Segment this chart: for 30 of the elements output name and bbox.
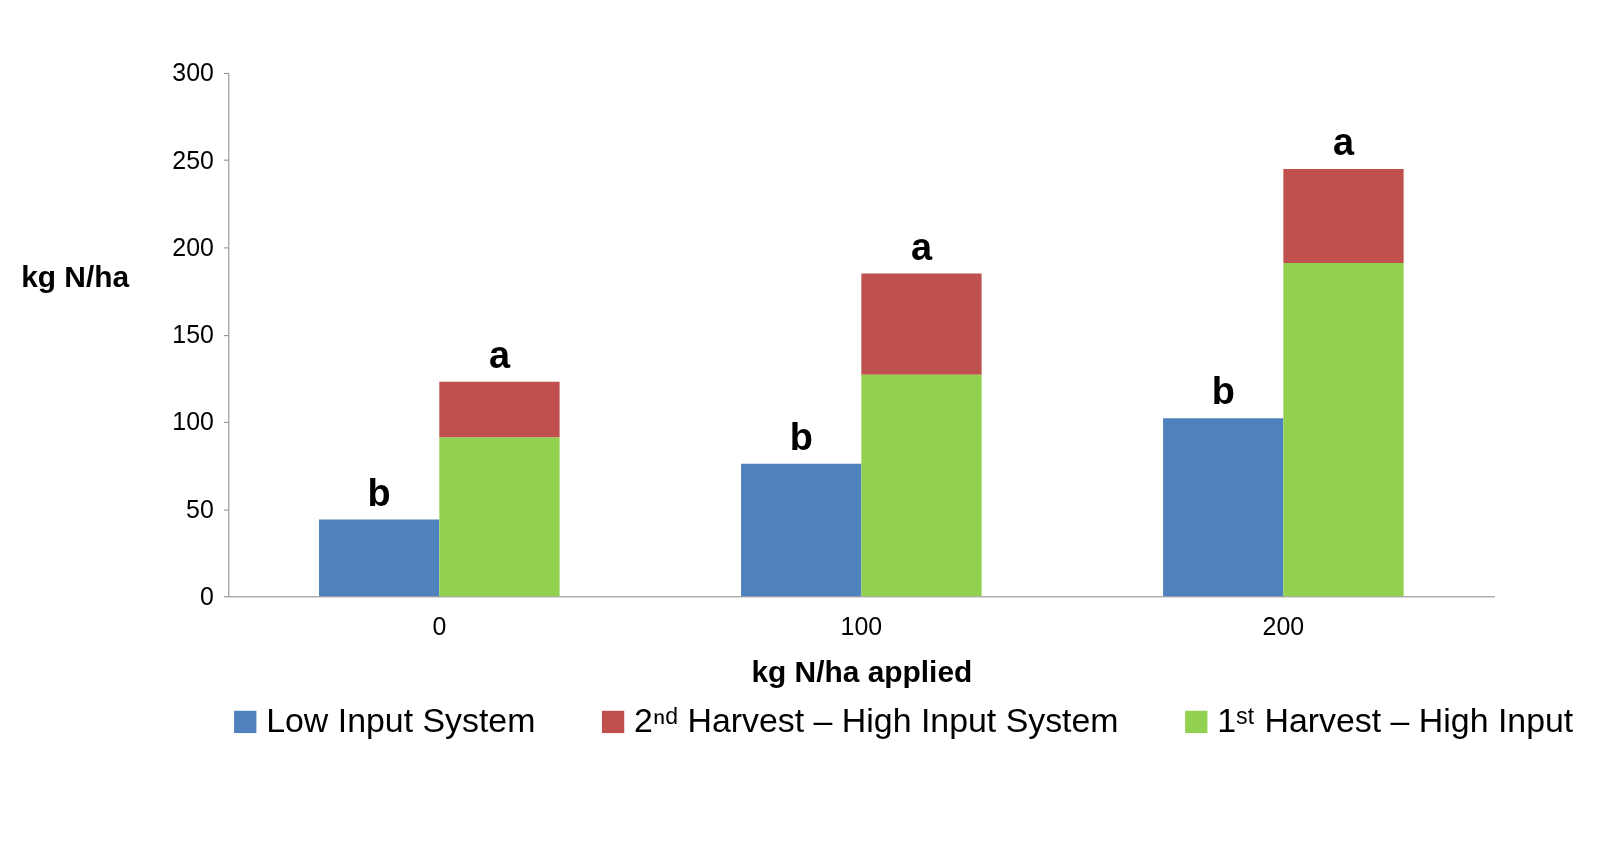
y-tick-label: 100 bbox=[172, 407, 214, 436]
y-tick-label: 250 bbox=[172, 145, 214, 174]
annotation: b bbox=[367, 471, 391, 514]
x-tick-label: 0 bbox=[432, 611, 447, 640]
y-tick-label: 150 bbox=[172, 320, 214, 349]
bar bbox=[861, 374, 982, 597]
y-tick-label: 0 bbox=[199, 581, 214, 610]
bar bbox=[439, 437, 560, 597]
legend-label: 1ˢᵗ Harvest – High Input bbox=[1217, 700, 1574, 739]
bar bbox=[1163, 418, 1284, 597]
annotation: b bbox=[789, 415, 813, 458]
bar bbox=[319, 519, 440, 597]
bar bbox=[439, 381, 560, 438]
annotation: b bbox=[1211, 370, 1235, 413]
legend-label: Low Input System bbox=[266, 700, 536, 739]
y-tick-label: 200 bbox=[172, 232, 214, 261]
x-tick-label: 200 bbox=[1262, 611, 1305, 640]
bar bbox=[861, 273, 982, 375]
x-tick-label: 100 bbox=[840, 611, 883, 640]
annotation: a bbox=[910, 225, 933, 268]
bar bbox=[1283, 168, 1404, 264]
bar bbox=[1283, 263, 1404, 597]
y-tick-label: 50 bbox=[186, 494, 214, 523]
y-tick-label: 300 bbox=[172, 58, 214, 87]
y-axis-title: kg N/ha bbox=[21, 259, 130, 293]
bar bbox=[741, 463, 862, 597]
x-axis-title: kg N/ha applied bbox=[751, 654, 973, 688]
annotation: a bbox=[488, 333, 511, 376]
annotation: a bbox=[1332, 120, 1355, 163]
legend-label: 2ⁿᵈ Harvest – High Input System bbox=[634, 700, 1119, 739]
